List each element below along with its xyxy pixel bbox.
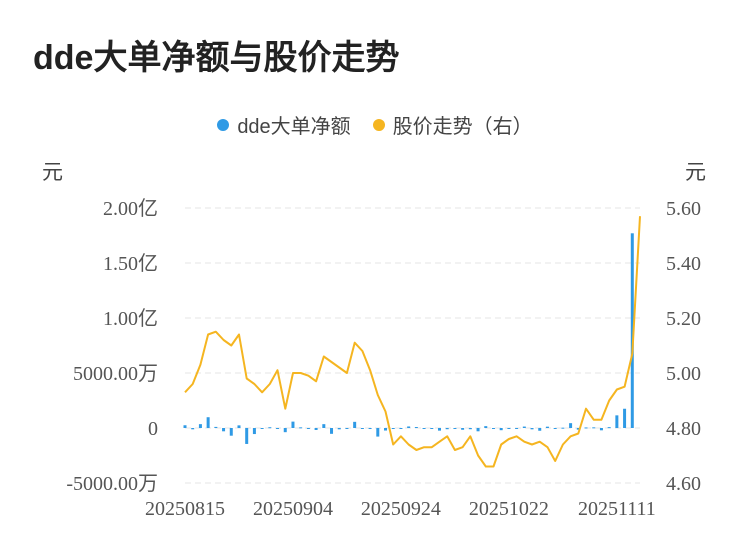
legend-label-dde: dde大单净额 <box>237 116 351 138</box>
price-line <box>184 216 641 468</box>
dde-bar <box>407 426 411 428</box>
dde-bar <box>345 428 349 429</box>
dde-bar <box>222 428 226 432</box>
dde-bar <box>476 428 480 432</box>
dde-bar <box>453 428 457 429</box>
y-right-tick-label: 5.00 <box>666 363 701 385</box>
legend-dot-dde <box>217 118 230 131</box>
y-left-tick-label: 1.00亿 <box>103 307 158 330</box>
dde-bar <box>507 428 511 429</box>
dde-bar <box>561 427 565 429</box>
dde-bar <box>391 428 395 429</box>
y-right-tick-label: 5.60 <box>666 198 701 220</box>
dde-bar <box>268 427 272 429</box>
dde-bar <box>530 428 534 430</box>
dde-bar <box>538 428 542 431</box>
dde-bar <box>592 427 596 429</box>
dde-bar <box>599 428 603 431</box>
dde-bar <box>252 428 256 435</box>
x-tick-label: 20250815 <box>145 498 225 520</box>
dde-bar <box>584 427 588 429</box>
x-tick-label: 20251111 <box>578 498 656 520</box>
dde-bar <box>237 425 241 428</box>
y-left-tick-label: 0 <box>148 418 158 440</box>
dde-bar <box>445 428 449 430</box>
legend-item-price[interactable]: 股价走势（右） <box>372 110 533 139</box>
y-right-tick-label: 4.60 <box>666 473 701 495</box>
dde-bar <box>198 424 202 428</box>
legend-dot-price <box>372 118 385 131</box>
dde-bar <box>437 428 441 431</box>
dde-bar <box>468 428 472 430</box>
dde-bar <box>245 428 249 444</box>
dde-bar <box>623 408 627 428</box>
dde-bar <box>607 427 611 429</box>
dde-bar <box>322 424 326 428</box>
dde-bar <box>299 427 303 429</box>
y-right-tick-label: 5.40 <box>666 253 701 275</box>
dde-bar <box>260 428 264 429</box>
dde-bar <box>191 428 195 430</box>
dde-bar <box>276 428 280 429</box>
chart-title: dde大单净额与股价走势 <box>33 39 400 77</box>
dde-bar <box>491 428 495 429</box>
dde-bar <box>414 427 418 429</box>
y-left-tick-label: 5000.00万 <box>73 363 158 385</box>
dde-bar <box>368 428 372 429</box>
dde-bar <box>515 428 519 429</box>
y-left-tick-label: -5000.00万 <box>66 473 158 495</box>
dde-bar <box>569 423 573 428</box>
dde-bar <box>214 426 218 428</box>
y-right-tick-label: 4.80 <box>666 418 701 440</box>
dde-bar <box>229 428 233 436</box>
dde-bar <box>522 426 526 428</box>
legend: dde大单净额 股价走势（右） <box>0 110 750 139</box>
dde-bar <box>376 428 380 437</box>
y-right-tick-label: 5.20 <box>666 308 701 330</box>
x-tick-label: 20250924 <box>361 498 441 520</box>
dde-bar <box>422 428 426 429</box>
dde-bar <box>461 428 465 430</box>
dde-bar <box>291 421 295 428</box>
dde-bar <box>306 428 310 429</box>
dde-bar <box>330 428 334 434</box>
dde-bar <box>545 426 549 428</box>
x-tick-label: 20251022 <box>469 498 549 520</box>
dde-bar <box>630 233 634 428</box>
dde-bar <box>183 425 187 428</box>
dde-bar <box>384 428 388 431</box>
left-axis-unit: 元 <box>42 161 63 184</box>
dde-bar <box>337 428 341 430</box>
y-left-tick-label: 1.50亿 <box>103 252 158 275</box>
dde-bar <box>283 428 287 433</box>
dde-bar <box>399 428 403 429</box>
x-tick-label: 20250904 <box>253 498 333 520</box>
dde-bar <box>314 428 318 430</box>
right-axis-unit: 元 <box>685 161 706 184</box>
legend-label-price: 股价走势（右） <box>392 116 533 138</box>
dde-bar <box>430 428 434 429</box>
dde-bar <box>206 417 210 428</box>
dde-bar <box>353 421 357 428</box>
dde-bar <box>576 428 580 430</box>
y-left-tick-label: 2.00亿 <box>103 197 158 220</box>
dde-bar <box>553 428 557 429</box>
dde-bar <box>360 428 364 429</box>
dde-bar <box>484 426 488 428</box>
dde-bar <box>615 415 619 428</box>
dde-bar <box>499 428 503 431</box>
legend-item-dde[interactable]: dde大单净额 <box>217 110 351 139</box>
